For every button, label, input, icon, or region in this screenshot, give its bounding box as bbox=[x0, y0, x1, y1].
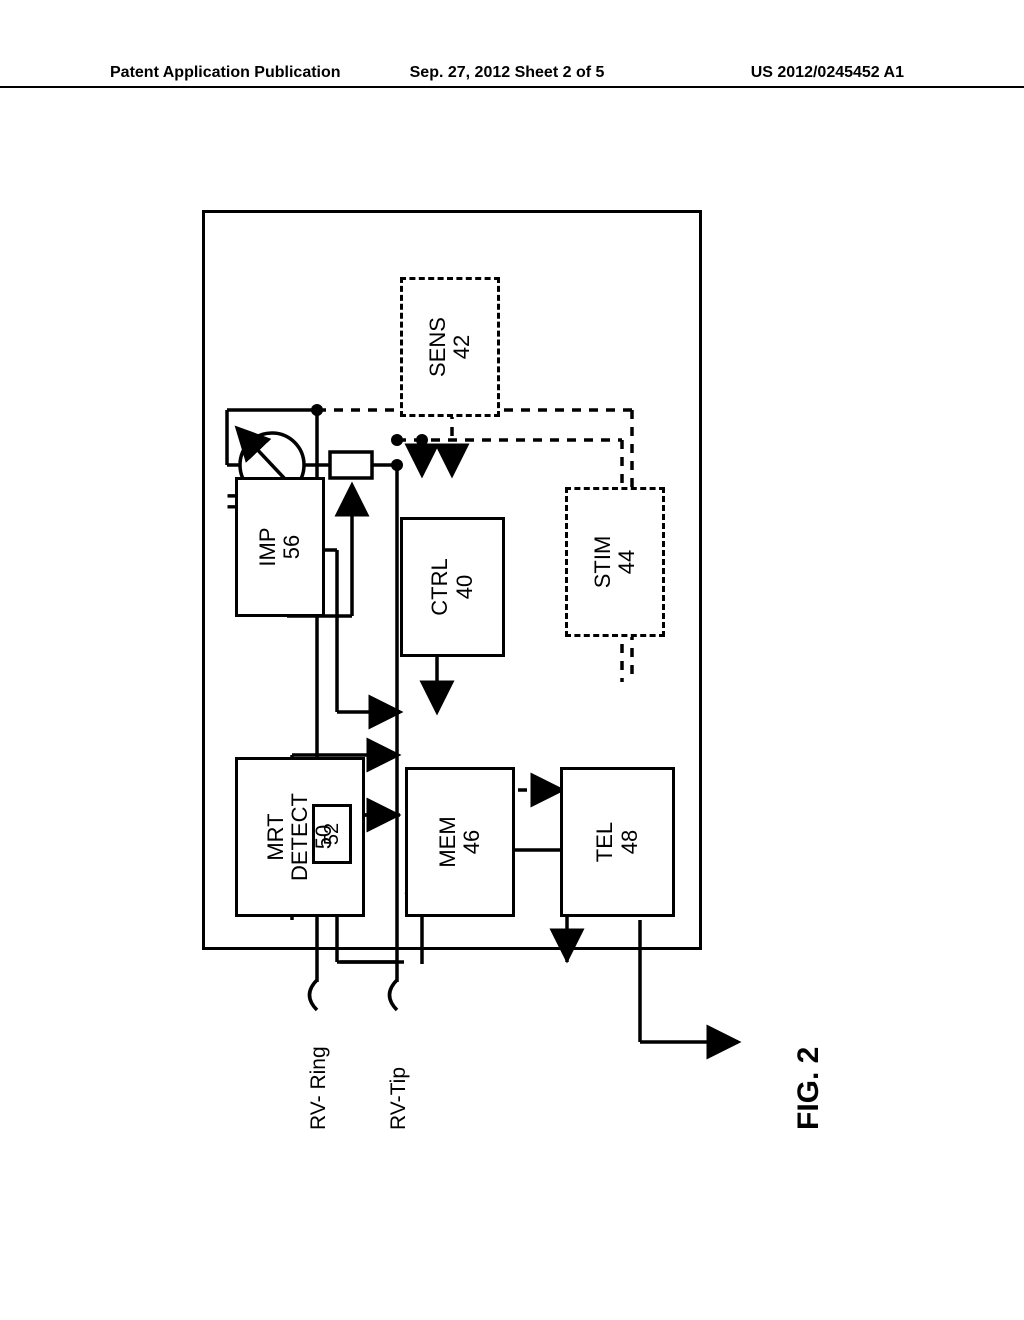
page-header: Patent Application Publication Sep. 27, … bbox=[0, 64, 1024, 82]
block-ctrl: CTRL 40 bbox=[400, 517, 505, 657]
header-left: Patent Application Publication bbox=[110, 64, 375, 82]
mrt-line2: DETECT bbox=[288, 793, 312, 881]
ctrl-line1: CTRL bbox=[428, 558, 452, 615]
imp-line1: IMP bbox=[256, 527, 280, 566]
header-rule bbox=[0, 86, 1024, 88]
block-sens: SENS 42 bbox=[400, 277, 500, 417]
outer-enclosure: MRT DETECT 50 52 MEM 46 TEL 48 IMP bbox=[202, 210, 702, 950]
mrt-line1: MRT bbox=[264, 813, 288, 860]
block-imp: IMP 56 bbox=[235, 477, 325, 617]
sens-num: 42 bbox=[450, 335, 474, 359]
header-center: Sep. 27, 2012 Sheet 2 of 5 bbox=[375, 64, 640, 82]
block-mem: MEM 46 bbox=[405, 767, 515, 917]
tel-num: 48 bbox=[618, 830, 642, 854]
block-mrt-detect: MRT DETECT 50 52 bbox=[235, 757, 365, 917]
block-stim: STIM 44 bbox=[565, 487, 665, 637]
mem-line1: MEM bbox=[436, 816, 460, 867]
stim-num: 44 bbox=[615, 550, 639, 574]
ctrl-num: 40 bbox=[453, 575, 477, 599]
block-52: 52 bbox=[312, 804, 352, 864]
imp-num: 56 bbox=[280, 535, 304, 559]
mem-num: 46 bbox=[460, 830, 484, 854]
header-right: US 2012/0245452 A1 bbox=[639, 64, 904, 82]
block-diagram: RV- Ring RV-Tip FIG. 2 bbox=[162, 170, 862, 1150]
tel-line1: TEL bbox=[593, 822, 617, 862]
page: Patent Application Publication Sep. 27, … bbox=[0, 0, 1024, 1320]
inner52-label: 52 bbox=[321, 823, 343, 845]
stim-line1: STIM bbox=[591, 536, 615, 589]
block-tel: TEL 48 bbox=[560, 767, 675, 917]
sens-line1: SENS bbox=[426, 317, 450, 377]
